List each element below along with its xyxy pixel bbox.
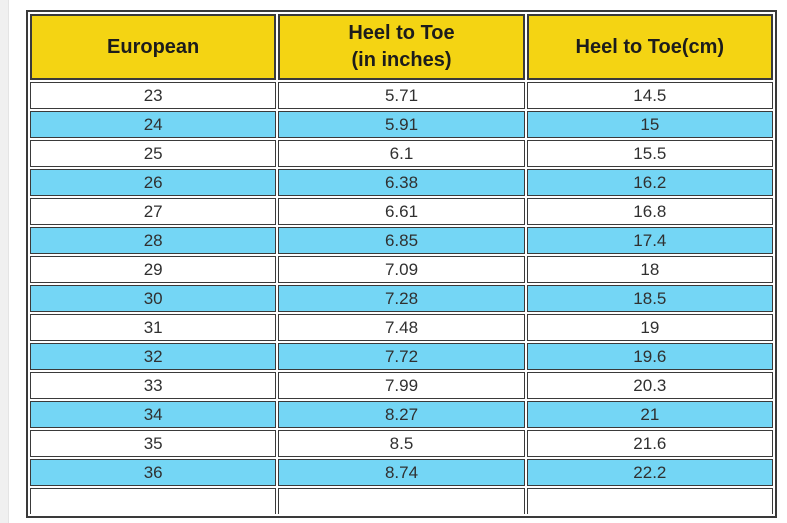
table-cell: 28 [30, 227, 277, 254]
table-cell: 33 [30, 372, 277, 399]
table-cell: 8.74 [278, 459, 525, 486]
table-cell: 21.6 [526, 430, 773, 457]
size-chart-header: European Heel to Toe (in inches) Heel to T… [30, 14, 773, 80]
table-row: 25 6.1 15.5 [30, 140, 773, 167]
table-cell: 7.72 [278, 343, 525, 370]
table-row: 34 8.27 21 [30, 401, 773, 428]
table-cell: 25 [30, 140, 277, 167]
table-cell: 24 [30, 111, 277, 138]
table-row: 33 7.99 20.3 [30, 372, 773, 399]
table-row: 28 6.85 17.4 [30, 227, 773, 254]
table-cell [30, 488, 277, 514]
table-cell: 32 [30, 343, 277, 370]
table-row: 32 7.72 19.6 [30, 343, 773, 370]
table-cell: 7.99 [278, 372, 525, 399]
table-cell: 15 [526, 111, 773, 138]
table-cell: 34 [30, 401, 277, 428]
table-cell: 35 [30, 430, 277, 457]
column-header-european: European [30, 14, 277, 80]
table-row: 23 5.71 14.5 [30, 82, 773, 109]
partial-bottom-row [30, 488, 773, 514]
table-cell [278, 488, 525, 514]
table-cell: 26 [30, 169, 277, 196]
table-cell: 6.61 [278, 198, 525, 225]
table-cell: 8.5 [278, 430, 525, 457]
table-cell: 36 [30, 459, 277, 486]
table-row: 36 8.74 22.2 [30, 459, 773, 486]
column-header-heel-to-toe-cm: Heel to Toe(cm) [526, 14, 773, 80]
table-row: 29 7.09 18 [30, 256, 773, 283]
table-cell: 7.28 [278, 285, 525, 312]
table-cell [526, 488, 773, 514]
table-row: 35 8.5 21.6 [30, 430, 773, 457]
table-cell: 15.5 [526, 140, 773, 167]
table-cell: 23 [30, 82, 277, 109]
table-cell: 5.71 [278, 82, 525, 109]
table-cell: 5.91 [278, 111, 525, 138]
table-cell: 7.48 [278, 314, 525, 341]
shoe-size-chart-table: European Heel to Toe (in inches) Heel to T… [26, 10, 777, 518]
table-cell: 7.09 [278, 256, 525, 283]
table-cell: 8.27 [278, 401, 525, 428]
table-cell: 6.1 [278, 140, 525, 167]
header-row: European Heel to Toe (in inches) Heel to T… [30, 14, 773, 80]
table-row: 31 7.48 19 [30, 314, 773, 341]
table-cell: 16.8 [526, 198, 773, 225]
table-row: 26 6.38 16.2 [30, 169, 773, 196]
table-cell: 22.2 [526, 459, 773, 486]
table-cell: 17.4 [526, 227, 773, 254]
table-cell: 14.5 [526, 82, 773, 109]
table-cell: 18 [526, 256, 773, 283]
column-header-heel-to-toe-inches: Heel to Toe (in inches) [278, 14, 525, 80]
table-row: 30 7.28 18.5 [30, 285, 773, 312]
size-chart-body: 23 5.71 14.5 24 5.91 15 25 6.1 15.5 26 6.38 16.2 27 6… [30, 82, 773, 514]
table-cell: 29 [30, 256, 277, 283]
table-cell: 6.38 [278, 169, 525, 196]
size-chart-container: European Heel to Toe (in inches) Heel to T… [26, 10, 777, 518]
table-cell: 19.6 [526, 343, 773, 370]
table-cell: 18.5 [526, 285, 773, 312]
table-cell: 16.2 [526, 169, 773, 196]
table-cell: 27 [30, 198, 277, 225]
table-cell: 21 [526, 401, 773, 428]
table-row: 24 5.91 15 [30, 111, 773, 138]
table-cell: 19 [526, 314, 773, 341]
table-row: 27 6.61 16.8 [30, 198, 773, 225]
table-cell: 31 [30, 314, 277, 341]
table-cell: 20.3 [526, 372, 773, 399]
table-cell: 30 [30, 285, 277, 312]
page-left-gutter [0, 0, 9, 523]
table-cell: 6.85 [278, 227, 525, 254]
